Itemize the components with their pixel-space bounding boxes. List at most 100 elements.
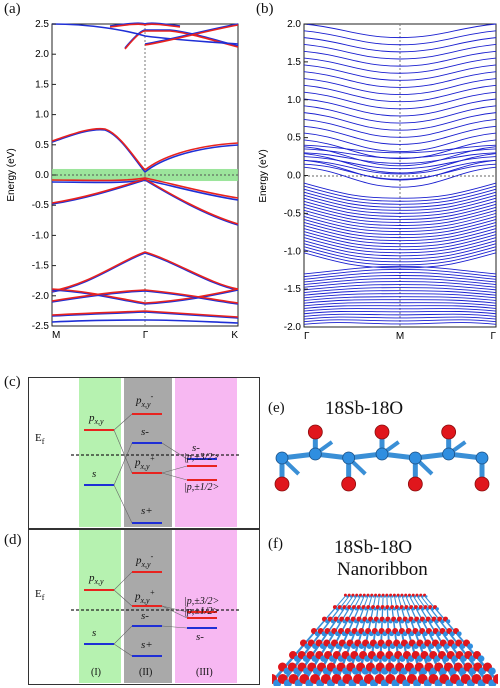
band-line [303, 37, 497, 53]
panel-label-e: (e) [268, 400, 285, 416]
oxygen-atom [389, 593, 393, 597]
y-tick-label: -2.0 [32, 291, 50, 302]
x-tick-label: Γ [304, 331, 310, 342]
band-line [303, 290, 497, 296]
y-tick-label: -2.5 [32, 321, 50, 332]
oxygen-atom [419, 593, 423, 597]
band-blue [51, 252, 239, 293]
band-line [303, 159, 497, 175]
oxygen-atom [415, 593, 419, 597]
band-line [303, 222, 497, 239]
band-line [303, 44, 497, 60]
antimony-atom [308, 447, 322, 461]
oxygen-atom [441, 424, 457, 440]
band-line [303, 234, 497, 251]
band-structure-chart-b: 2.0 1.5 1.0 0.5 0.0 -0.5 -1.0 -1.5 -2.0 Γ M Γ Ener… [258, 19, 497, 342]
band-line [303, 112, 497, 131]
band-line [303, 313, 497, 317]
j32-label: |p,±3/2> [184, 452, 220, 463]
y-tick-label: 0.0 [287, 171, 301, 182]
band-line [303, 30, 497, 46]
band-line [303, 191, 497, 208]
oxygen-atom [347, 593, 351, 597]
band-line [303, 212, 497, 229]
band-line [303, 293, 497, 299]
band-line [303, 148, 497, 159]
antimony-atom [456, 631, 462, 637]
band-red [144, 142, 239, 171]
s-label: s [92, 468, 97, 480]
band-line [303, 84, 497, 103]
oxygen-atom [366, 593, 370, 597]
band-line [303, 203, 497, 220]
band-line [303, 225, 497, 242]
band-blue [51, 311, 239, 319]
panel-f-title2: Nanoribbon [337, 559, 428, 580]
antimony-atom [275, 451, 289, 465]
band-line [303, 64, 497, 81]
oxygen-atom [377, 593, 381, 597]
antimony-atom [375, 447, 389, 461]
band-blue [144, 179, 239, 201]
band-line [303, 305, 497, 309]
antimony-atom [417, 595, 421, 598]
band-line [303, 231, 497, 248]
antimony-atom [410, 595, 413, 598]
band-line [303, 299, 497, 304]
band-line [303, 78, 497, 96]
band-line [303, 194, 497, 211]
band-structure-chart-a: 2.5 2.0 1.5 1.0 0.5 0.0 -0.5 -1.0 -1.5 -2.0 -2.5 M… [6, 19, 239, 341]
band-line [303, 252, 497, 269]
nanoribbon-lattice [272, 593, 498, 686]
y-tick-label: 1.5 [287, 57, 301, 68]
panel-label-a: (a) [4, 1, 21, 17]
band-blue [144, 179, 239, 226]
antimony-atom [408, 451, 422, 465]
ef-label: Ef [35, 432, 45, 447]
oxygen-atom [307, 424, 323, 440]
band-line [303, 91, 497, 110]
oxygen-atom [423, 593, 427, 597]
antimony-atom [467, 643, 474, 649]
band-line [303, 23, 497, 39]
oxygen-atom [404, 593, 408, 597]
antimony-atom [391, 595, 394, 598]
oxygen-atom [274, 476, 290, 492]
panel-label-f: (f) [268, 536, 283, 552]
band-red [51, 310, 239, 318]
connector-lines [113, 571, 188, 657]
y-tick-label: -0.5 [32, 200, 50, 211]
band-blue [51, 290, 239, 305]
band-line [303, 219, 497, 236]
x-tick-label: Γ [490, 331, 496, 342]
nanoribbon-structure [272, 593, 498, 686]
band-line [303, 118, 497, 138]
y-tick-label: 0.0 [35, 170, 49, 181]
y-axis-label-b: Energy (eV) [258, 149, 269, 202]
antimony-atom [446, 619, 451, 624]
sb-o-chain-structure [274, 424, 490, 492]
band-line [303, 209, 497, 226]
y-tick-label: -1.5 [32, 261, 50, 272]
band-blue [109, 22, 181, 27]
y-tick-label: 1.0 [287, 95, 301, 106]
band-red [51, 251, 239, 292]
y-ticks-b: 2.0 1.5 1.0 0.5 0.0 -0.5 -1.0 -1.5 -2.0 [284, 19, 308, 333]
y-tick-label: 1.0 [35, 110, 49, 121]
band-line [303, 206, 497, 223]
x-tick-label: K [231, 330, 238, 341]
band-line [303, 188, 497, 205]
y-tick-label: -1.0 [284, 246, 302, 257]
antimony-atom [442, 447, 456, 461]
band-red [144, 178, 239, 225]
band-line [303, 240, 497, 257]
diagram-c-lines [71, 413, 239, 524]
band-line [303, 152, 497, 164]
antimony-atom [357, 595, 360, 598]
band-line [303, 275, 497, 283]
band-line [303, 71, 497, 88]
y-ticks-a: 2.5 2.0 1.5 1.0 0.5 0.0 -0.5 -1.0 -1.5 -2.0 -2.5 [32, 19, 56, 332]
antimony-atom [413, 595, 417, 598]
y-tick-label: -0.5 [284, 208, 302, 219]
